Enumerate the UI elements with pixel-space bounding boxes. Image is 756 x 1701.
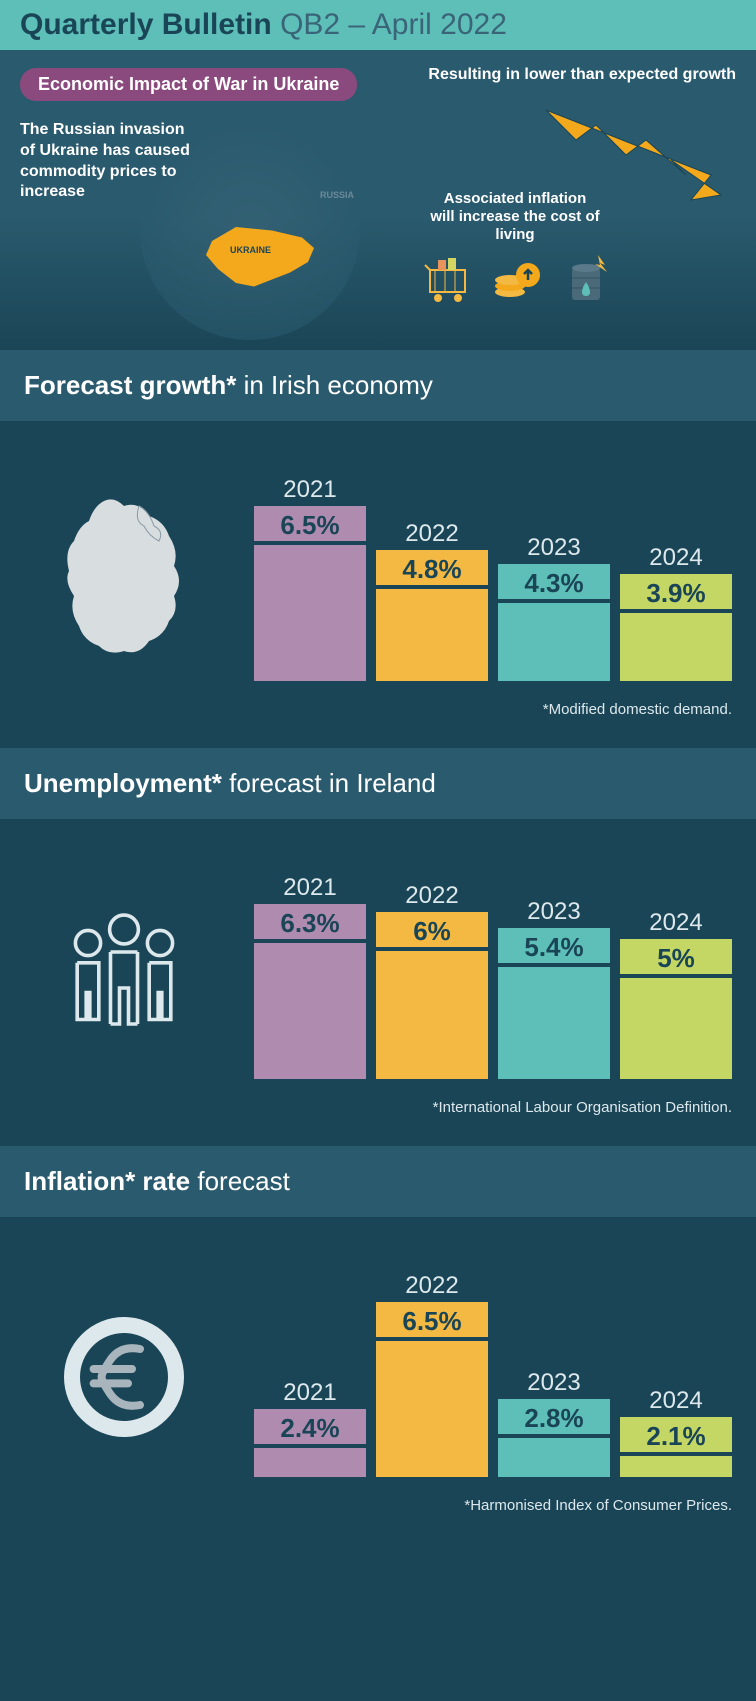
section-title-bold: Forecast growth* (24, 370, 236, 400)
section-body: 2021 6.3% 2022 6% 2023 5.4% 2024 5% (0, 819, 756, 1099)
section-ireland: Forecast growth* in Irish economy 2021 6… (0, 350, 756, 748)
bar-year: 2023 (498, 534, 610, 562)
bar-value: 6.5% (254, 506, 366, 541)
section-header: Unemployment* forecast in Ireland (0, 748, 756, 819)
bar-year: 2021 (254, 476, 366, 504)
hero-badge: Economic Impact of War in Ukraine (20, 68, 357, 101)
section-title-bold: Inflation* rate (24, 1166, 190, 1196)
bar-fill (498, 1438, 610, 1477)
bar-year: 2022 (376, 882, 488, 910)
bar-value: 5.4% (498, 928, 610, 963)
section-euro: Inflation* rate forecast 2021 2.4% 2022 … (0, 1146, 756, 1544)
section-header: Forecast growth* in Irish economy (0, 350, 756, 421)
ukraine-label: UKRAINE (230, 245, 271, 255)
bar-value: 2.4% (254, 1409, 366, 1444)
bar-value: 5% (620, 939, 732, 974)
header-title-light: QB2 – April 2022 (280, 8, 507, 41)
bar-value: 6% (376, 912, 488, 947)
bar-year: 2022 (376, 1272, 488, 1300)
bar-group: 2022 4.8% (376, 520, 488, 681)
bar-fill (376, 1341, 488, 1477)
bar-year: 2021 (254, 874, 366, 902)
bar-year: 2023 (498, 1369, 610, 1397)
bar-group: 2024 2.1% (620, 1387, 732, 1477)
bar-fill (620, 978, 732, 1079)
hero-icons (420, 250, 615, 305)
bar-value: 3.9% (620, 574, 732, 609)
bar-group: 2022 6% (376, 882, 488, 1079)
bar-fill (620, 613, 732, 681)
section-title-light: in Irish economy (236, 370, 433, 400)
bar-fill (498, 603, 610, 681)
section-body: 2021 2.4% 2022 6.5% 2023 2.8% 2024 2.1% (0, 1217, 756, 1497)
bar-year: 2023 (498, 898, 610, 926)
bar-group: 2021 2.4% (254, 1379, 366, 1477)
bar-chart: 2021 2.4% 2022 6.5% 2023 2.8% 2024 2.1% (254, 1247, 732, 1477)
footnote: *Harmonised Index of Consumer Prices. (0, 1497, 756, 1544)
header-bar: Quarterly Bulletin QB2 – April 2022 (0, 0, 756, 50)
bar-group: 2023 2.8% (498, 1369, 610, 1477)
bar-fill (254, 545, 366, 681)
bar-group: 2021 6.5% (254, 476, 366, 681)
russia-label: RUSSIA (320, 190, 354, 200)
bar-year: 2024 (620, 544, 732, 572)
bar-group: 2023 5.4% (498, 898, 610, 1079)
bar-value: 2.8% (498, 1399, 610, 1434)
section-title-light: forecast (190, 1166, 290, 1196)
bar-value: 6.3% (254, 904, 366, 939)
oil-barrel-icon (560, 250, 615, 305)
bar-fill (376, 951, 488, 1079)
bar-group: 2023 4.3% (498, 534, 610, 681)
bar-value: 6.5% (376, 1302, 488, 1337)
bar-fill (254, 1448, 366, 1477)
down-arrow-icon (536, 100, 736, 210)
hero-text-commodity: The Russian invasion of Ukraine has caus… (20, 120, 200, 203)
ireland-icon (24, 481, 224, 681)
bar-fill (254, 943, 366, 1079)
bar-year: 2024 (620, 909, 732, 937)
section-title-bold: Unemployment* (24, 768, 222, 798)
hero-section: UKRAINE RUSSIA Economic Impact of War in… (0, 50, 756, 350)
bar-value: 2.1% (620, 1417, 732, 1452)
bar-fill (376, 589, 488, 681)
coin-icon (490, 250, 545, 305)
bar-value: 4.8% (376, 550, 488, 585)
bar-group: 2024 5% (620, 909, 732, 1079)
euro-icon (24, 1277, 224, 1477)
bar-chart: 2021 6.3% 2022 6% 2023 5.4% 2024 5% (254, 849, 732, 1079)
header-title-bold: Quarterly Bulletin (20, 8, 272, 41)
section-title-light: forecast in Ireland (222, 768, 436, 798)
bar-year: 2024 (620, 1387, 732, 1415)
bar-group: 2021 6.3% (254, 874, 366, 1079)
bar-value: 4.3% (498, 564, 610, 599)
footnote: *International Labour Organisation Defin… (0, 1099, 756, 1146)
bar-fill (620, 1456, 732, 1477)
section-body: 2021 6.5% 2022 4.8% 2023 4.3% 2024 3.9% (0, 421, 756, 701)
section-people: Unemployment* forecast in Ireland 2021 6… (0, 748, 756, 1146)
section-header: Inflation* rate forecast (0, 1146, 756, 1217)
bar-chart: 2021 6.5% 2022 4.8% 2023 4.3% 2024 3.9% (254, 451, 732, 681)
bar-group: 2022 6.5% (376, 1272, 488, 1477)
bar-group: 2024 3.9% (620, 544, 732, 681)
bar-year: 2022 (376, 520, 488, 548)
bar-year: 2021 (254, 1379, 366, 1407)
bar-fill (498, 967, 610, 1079)
cart-icon (420, 250, 475, 305)
people-icon (24, 879, 224, 1079)
hero-text-growth: Resulting in lower than expected growth (428, 65, 736, 84)
footnote: *Modified domestic demand. (0, 701, 756, 748)
